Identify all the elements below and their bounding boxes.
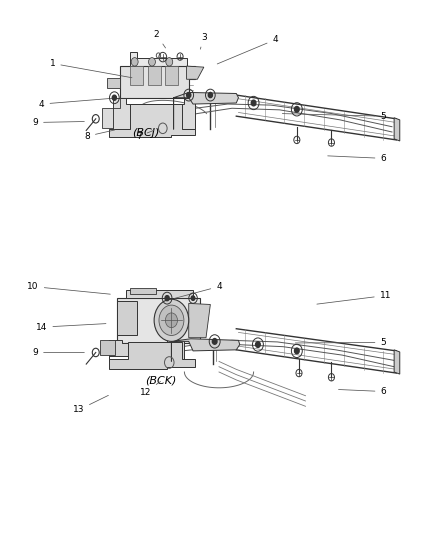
Polygon shape: [109, 341, 184, 361]
Text: (BCK): (BCK): [145, 376, 177, 385]
Polygon shape: [100, 341, 115, 355]
Polygon shape: [394, 350, 400, 374]
Polygon shape: [117, 301, 137, 335]
Text: 3: 3: [200, 33, 207, 49]
Circle shape: [294, 107, 299, 112]
Circle shape: [166, 58, 173, 66]
Polygon shape: [131, 66, 143, 85]
Polygon shape: [131, 288, 156, 294]
Circle shape: [154, 299, 189, 342]
Circle shape: [166, 313, 177, 328]
Circle shape: [112, 95, 117, 100]
Text: 7: 7: [136, 131, 154, 141]
Text: 8: 8: [84, 130, 115, 141]
Polygon shape: [394, 118, 400, 141]
Polygon shape: [102, 98, 120, 128]
Text: 10: 10: [27, 282, 110, 294]
Text: 11: 11: [317, 291, 391, 304]
Polygon shape: [109, 104, 195, 138]
Text: 4: 4: [174, 282, 222, 298]
Text: 6: 6: [339, 387, 386, 396]
Text: 5: 5: [295, 338, 386, 347]
Circle shape: [191, 296, 195, 301]
Polygon shape: [187, 66, 204, 79]
Polygon shape: [131, 52, 187, 66]
Text: 12: 12: [140, 382, 160, 397]
Polygon shape: [106, 78, 120, 88]
Polygon shape: [148, 66, 161, 85]
Circle shape: [256, 342, 260, 348]
Circle shape: [148, 58, 155, 66]
Polygon shape: [109, 342, 195, 369]
Polygon shape: [165, 66, 178, 85]
Circle shape: [187, 93, 191, 98]
Polygon shape: [171, 339, 240, 361]
Polygon shape: [126, 290, 193, 298]
Polygon shape: [173, 92, 238, 130]
Polygon shape: [117, 298, 200, 343]
Circle shape: [165, 296, 169, 301]
Circle shape: [294, 348, 299, 354]
Text: 2: 2: [153, 30, 166, 48]
Text: 1: 1: [49, 59, 132, 78]
Text: 14: 14: [36, 322, 106, 332]
Text: 4: 4: [39, 98, 117, 109]
Text: 13: 13: [73, 395, 108, 415]
Circle shape: [208, 93, 212, 98]
Circle shape: [251, 100, 256, 106]
Text: 5: 5: [283, 112, 386, 120]
Text: 9: 9: [32, 348, 85, 357]
Polygon shape: [120, 66, 195, 98]
Circle shape: [131, 58, 138, 66]
Text: 9: 9: [32, 118, 85, 127]
Circle shape: [212, 338, 217, 344]
Polygon shape: [189, 303, 210, 338]
Circle shape: [159, 305, 184, 335]
Polygon shape: [113, 98, 195, 130]
Text: 6: 6: [328, 154, 386, 163]
Text: (BCJ): (BCJ): [132, 128, 159, 138]
Text: 4: 4: [217, 35, 278, 64]
